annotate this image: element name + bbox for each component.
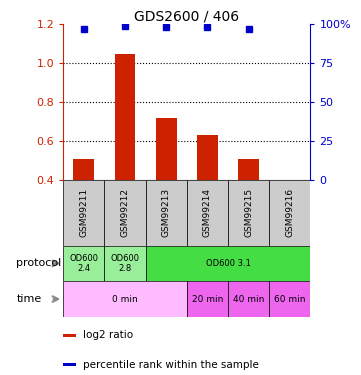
Text: GSM99213: GSM99213: [162, 188, 171, 237]
Bar: [238, 159, 259, 180]
Bar: [269, 281, 310, 317]
Bar: [63, 363, 76, 366]
Bar: [269, 180, 310, 246]
Text: 20 min: 20 min: [192, 295, 223, 304]
Text: 0 min: 0 min: [112, 295, 138, 304]
Text: OD600
2.8: OD600 2.8: [110, 254, 139, 273]
Bar: [115, 54, 135, 180]
Bar: [228, 180, 269, 246]
Bar: [228, 281, 269, 317]
Text: log2 ratio: log2 ratio: [83, 330, 134, 340]
Text: OD600 3.1: OD600 3.1: [206, 259, 251, 268]
Bar: [187, 180, 228, 246]
Bar: [63, 246, 104, 281]
Bar: [104, 246, 145, 281]
Bar: [156, 118, 177, 180]
Text: percentile rank within the sample: percentile rank within the sample: [83, 360, 259, 369]
Bar: [63, 180, 104, 246]
Text: 40 min: 40 min: [233, 295, 264, 304]
Bar: [104, 180, 145, 246]
Text: GSM99211: GSM99211: [79, 188, 88, 237]
Bar: [197, 135, 218, 180]
Bar: [63, 281, 187, 317]
Bar: [145, 246, 310, 281]
Text: GSM99212: GSM99212: [121, 188, 130, 237]
Text: protocol: protocol: [16, 258, 61, 268]
Bar: [145, 180, 187, 246]
Text: OD600
2.4: OD600 2.4: [69, 254, 98, 273]
Title: GDS2600 / 406: GDS2600 / 406: [134, 9, 239, 23]
Text: GSM99214: GSM99214: [203, 188, 212, 237]
Text: 60 min: 60 min: [274, 295, 306, 304]
Text: GSM99215: GSM99215: [244, 188, 253, 237]
Bar: [74, 159, 94, 180]
Bar: [63, 334, 76, 337]
Bar: [187, 281, 228, 317]
Text: time: time: [16, 294, 42, 304]
Text: GSM99216: GSM99216: [285, 188, 294, 237]
